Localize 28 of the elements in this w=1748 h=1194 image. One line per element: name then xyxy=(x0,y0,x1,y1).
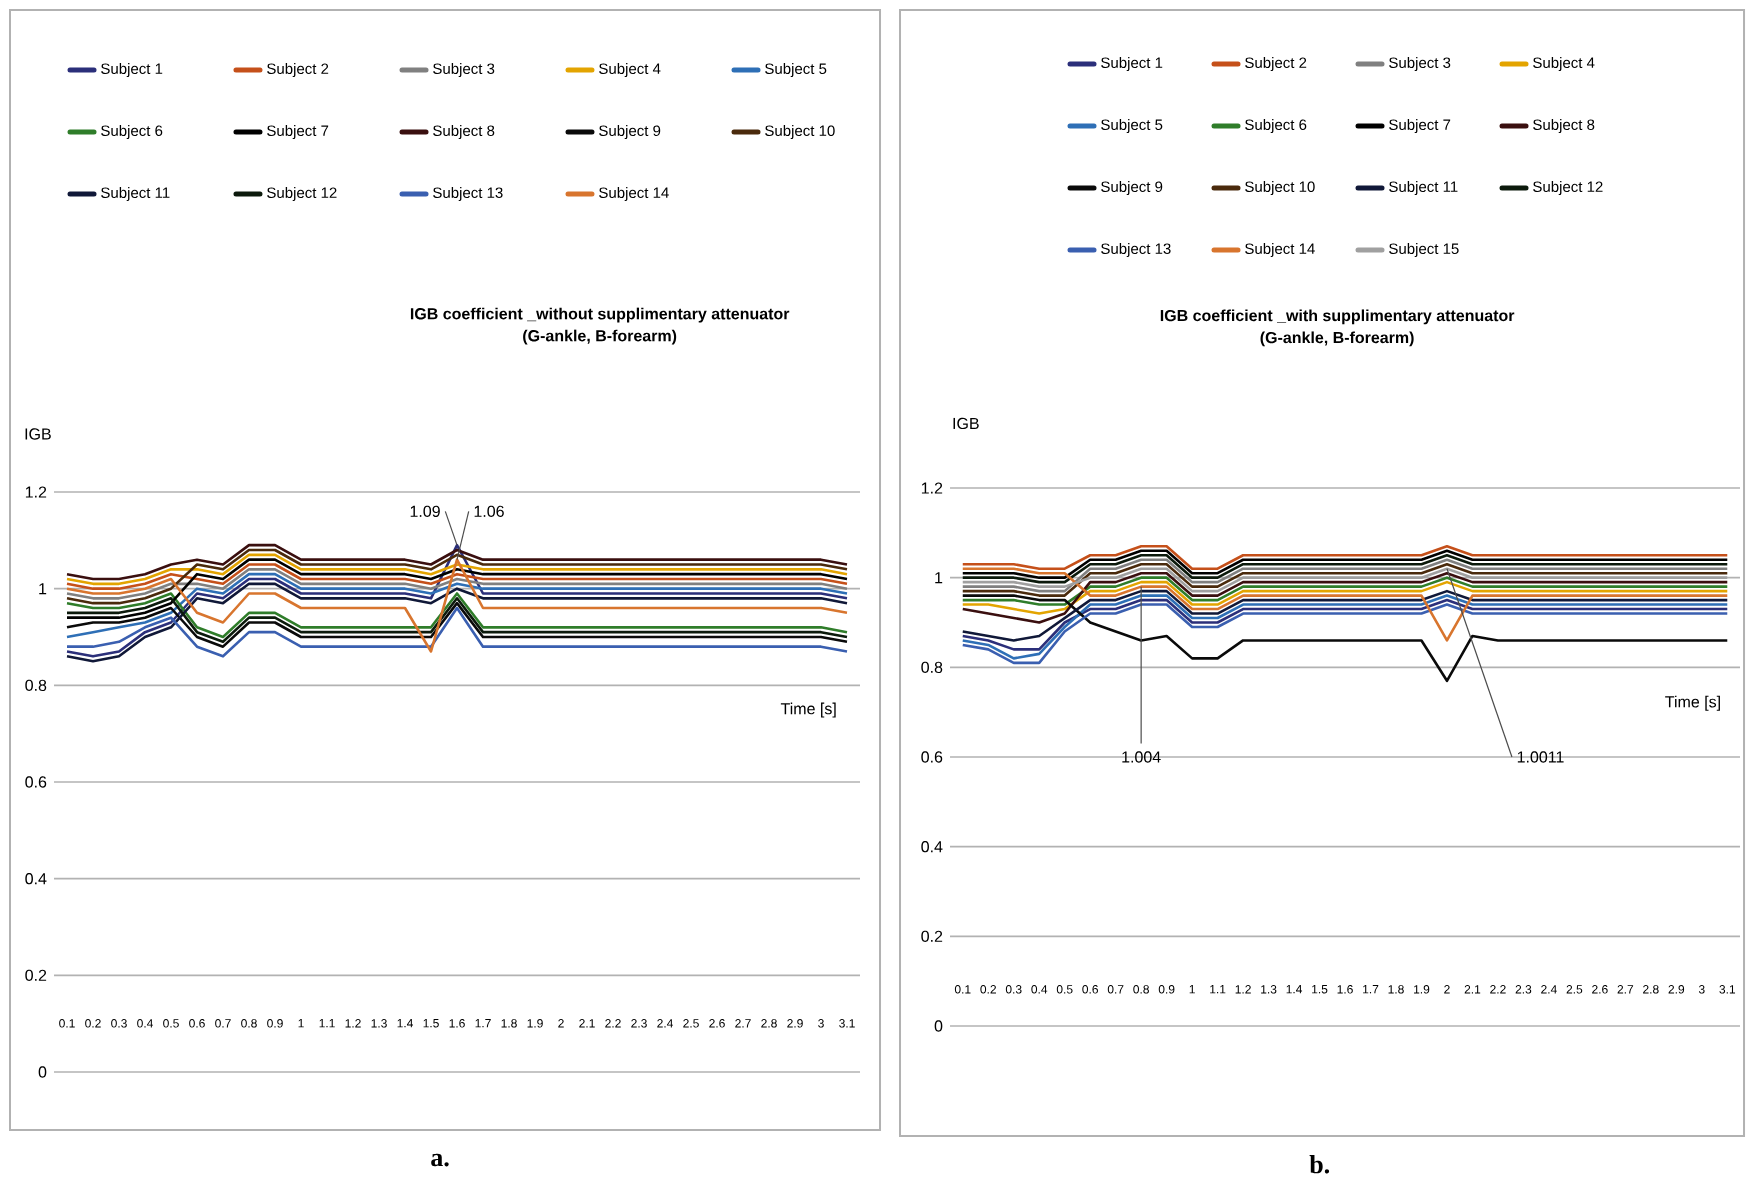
annotation: 1.06 xyxy=(474,505,504,517)
y-tick-label: 0 xyxy=(934,1020,943,1032)
y-tick-label: 0.8 xyxy=(921,661,943,673)
y-tick-label: 0.6 xyxy=(921,751,943,763)
chart-subtitle: (G-ankle, B-forearm) xyxy=(1260,331,1414,347)
chart-title: IGB coefficient _with supplimentary attenuator xyxy=(1160,309,1515,325)
text: a. xyxy=(431,1153,449,1167)
y-tick-label: 0.6 xyxy=(25,776,47,788)
y-axis-title: IGB xyxy=(953,417,979,430)
annotation: 1.004 xyxy=(1122,751,1161,763)
annotation: 1.0011 xyxy=(1517,751,1564,763)
y-tick-label: 1.2 xyxy=(921,482,943,494)
x-axis-title: Time [s] xyxy=(1665,695,1720,711)
y-tick-label: 1 xyxy=(935,572,943,584)
y-tick-label: 0.4 xyxy=(25,873,47,885)
y-tick-label: 0.2 xyxy=(25,969,47,981)
chart-title: IGB coefficient _without supplimentary attenuator xyxy=(410,307,790,323)
chart-subtitle: (G-ankle, B-forearm) xyxy=(523,329,677,345)
annotation: 1.09 xyxy=(410,505,440,517)
y-axis-title: IGB xyxy=(25,428,51,440)
text: b. xyxy=(1309,1155,1330,1174)
x-axis-title: Time [s] xyxy=(780,702,836,718)
y-tick-label: 0.4 xyxy=(921,841,943,853)
y-tick-label: 1.2 xyxy=(25,486,47,498)
y-tick-label: 0 xyxy=(38,1066,47,1078)
y-tick-label: 1 xyxy=(39,583,47,595)
y-tick-label: 0.8 xyxy=(25,679,47,691)
y-tick-label: 0.2 xyxy=(921,930,943,942)
